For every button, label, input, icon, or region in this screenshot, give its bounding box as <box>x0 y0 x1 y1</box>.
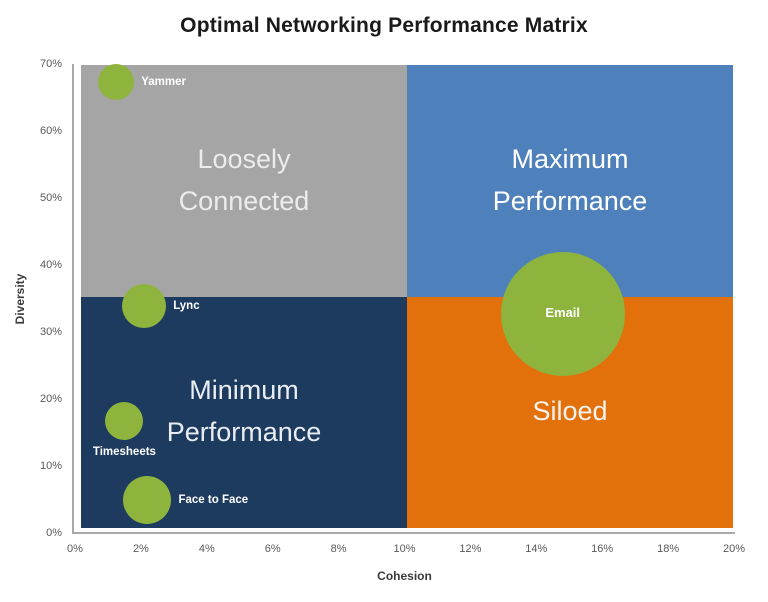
quadrant-label-loosely-connected: Loosely Connected <box>178 143 310 216</box>
x-tick-label: 20% <box>722 543 746 555</box>
x-tick-label: 10% <box>393 543 416 555</box>
quadrant-label-maximum-performance: Maximum Performance <box>492 143 648 216</box>
x-tick-label: 14% <box>525 543 548 555</box>
quadrant-siloed: Siloed <box>407 296 733 528</box>
x-tick-label: 12% <box>459 543 482 555</box>
quadrant-label-minimum-performance: Minimum Performance <box>166 375 322 448</box>
y-tick-label: 30% <box>39 326 62 338</box>
x-axis-title: Cohesion <box>377 569 432 583</box>
x-tick-label: 0% <box>67 543 83 555</box>
y-tick-label: 20% <box>39 393 62 405</box>
x-tick-label: 4% <box>198 543 215 555</box>
y-tick-label: 40% <box>39 259 62 271</box>
y-tick-label: 10% <box>39 460 62 472</box>
x-tick-label: 8% <box>330 543 347 555</box>
chart-title: Optimal Networking Performance Matrix <box>180 14 588 37</box>
quadrant-layer: Loosely Connected Maximum Performance Mi… <box>81 65 733 528</box>
quadrant-label-siloed: Siloed <box>532 396 608 427</box>
y-tick-label: 0% <box>46 527 62 539</box>
y-axis-line <box>72 64 74 533</box>
x-tick-label: 18% <box>657 543 680 555</box>
quadrant-loosely-connected: Loosely Connected <box>81 65 407 297</box>
x-tick-label: 16% <box>591 543 614 555</box>
y-axis-title: Diversity <box>13 273 27 325</box>
y-tick-label: 50% <box>39 192 62 204</box>
x-tick-label: 2% <box>132 543 149 555</box>
quadrant-minimum-performance: Minimum Performance <box>81 296 407 528</box>
y-tick-label: 60% <box>39 125 62 137</box>
x-axis-line <box>72 532 735 534</box>
y-tick-label: 70% <box>39 58 62 70</box>
quadrant-maximum-performance: Maximum Performance <box>407 65 733 297</box>
x-tick-label: 6% <box>264 543 281 555</box>
